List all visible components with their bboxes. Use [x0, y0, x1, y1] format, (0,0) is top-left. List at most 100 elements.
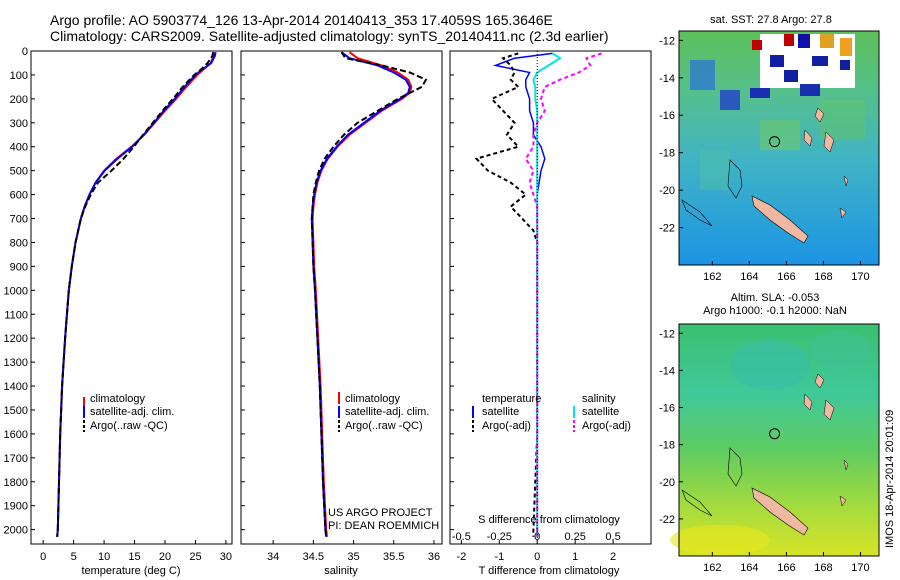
- lon-tick-label: 170: [851, 562, 869, 574]
- lat-tick-label: -12: [659, 328, 675, 340]
- s-difference-tick-label: 0.25: [564, 531, 585, 543]
- lat-tick-label: -16: [659, 403, 675, 415]
- legend-label-t-argo: Argo(-adj): [482, 420, 531, 432]
- legend-label-satellite: satellite-adj. clim.: [345, 406, 429, 418]
- depth-tick-label: 1500: [4, 405, 28, 417]
- legend-label-satellite: satellite-adj. clim.: [90, 406, 174, 418]
- series-line-argo: [310, 51, 428, 537]
- depth-tick-label: 800: [10, 237, 28, 249]
- temperature-legend: climatology satellite-adj. clim. Argo(..…: [83, 393, 174, 432]
- lon-tick-label: 166: [777, 271, 795, 283]
- sst-masked-cloud: [750, 34, 855, 98]
- x-tick-label: 5: [71, 551, 77, 563]
- lat-tick-label: -14: [659, 73, 675, 85]
- lon-tick-label: 164: [740, 271, 758, 283]
- temperature-xlabel: temperature (deg C): [81, 565, 180, 577]
- sla-map-title-line2: Argo h1000: -0.1 h2000: NaN: [703, 305, 847, 317]
- difference-legend: temperature satellite Argo(-adj) salinit…: [472, 393, 631, 432]
- salinity-axes-frame: [240, 50, 443, 545]
- depth-tick-label: 1000: [4, 285, 28, 297]
- depth-tick-label: 1100: [4, 309, 28, 321]
- sst-map: sat. SST: 27.8 Argo: 27.8: [659, 14, 880, 283]
- lat-tick-label: -12: [659, 35, 675, 47]
- s-difference-xlabel: S difference from climatology: [478, 514, 620, 526]
- pi-annotation: PI: DEAN ROEMMICH: [328, 520, 439, 532]
- imos-credit: IMOS 18-Apr-2014 20:01:09: [884, 410, 896, 548]
- lat-tick-label: -18: [659, 440, 675, 452]
- series-line-s-argo: [524, 52, 603, 537]
- depth-tick-label: 1700: [4, 453, 28, 465]
- series-line-argo: [56, 52, 215, 537]
- depth-tick-label: 600: [10, 190, 28, 202]
- x-tick-label: 30: [220, 551, 232, 563]
- depth-tick-label: 1300: [4, 357, 28, 369]
- legend-heading-salinity: salinity: [582, 393, 616, 405]
- figure-title-line1: Argo profile: AO 5903774_126 13-Apr-2014…: [50, 12, 553, 28]
- sla-map-frame: [678, 323, 880, 557]
- depth-tick-label: 0: [22, 46, 28, 58]
- lat-tick-label: -16: [659, 110, 675, 122]
- depth-tick-label: 1400: [4, 381, 28, 393]
- x-tick-label: 2: [610, 551, 616, 563]
- sla-map: Altim. SLA: -0.053 Argo h1000: -0.1 h200…: [659, 292, 880, 574]
- legend-label-climatology: climatology: [345, 393, 401, 405]
- x-tick-label: 1: [572, 551, 578, 563]
- sst-map-title: sat. SST: 27.8 Argo: 27.8: [710, 14, 832, 26]
- depth-tick-label: 400: [10, 142, 28, 154]
- lat-tick-label: -22: [659, 514, 675, 526]
- figure-title-line2: Climatology: CARS2009. Satellite-adjuste…: [50, 28, 609, 44]
- x-tick-label: 35: [347, 551, 359, 563]
- x-tick-label: 35.5: [383, 551, 404, 563]
- series-line-t-satellite: [492, 52, 553, 537]
- depth-tick-label: 700: [10, 214, 28, 226]
- lat-tick-label: -14: [659, 365, 675, 377]
- depth-tick-label: 500: [10, 166, 28, 178]
- x-tick-label: -2: [456, 551, 466, 563]
- depth-tick-label: 300: [10, 118, 28, 130]
- depth-tick-label: 1800: [4, 477, 28, 489]
- s-difference-tick-label: 0.5: [605, 531, 620, 543]
- x-tick-label: 15: [128, 551, 140, 563]
- project-annotation: US ARGO PROJECT: [328, 507, 433, 519]
- lon-tick-label: 162: [703, 562, 721, 574]
- salinity-legend: climatology satellite-adj. clim. Argo(..…: [338, 392, 429, 432]
- depth-tick-label: 100: [10, 70, 28, 82]
- sst-field-noise: [690, 60, 865, 190]
- x-tick-label: 20: [159, 551, 171, 563]
- series-line-satellite: [310, 51, 411, 537]
- float-position-marker: [769, 136, 781, 148]
- x-tick-label: 25: [189, 551, 201, 563]
- legend-label-t-satellite: satellite: [482, 406, 519, 418]
- legend-label-s-argo: Argo(-adj): [582, 420, 631, 432]
- series-line-climatology: [56, 52, 215, 537]
- x-tick-label: 10: [98, 551, 110, 563]
- lat-tick-label: -18: [659, 148, 675, 160]
- x-tick-label: -1: [494, 551, 504, 563]
- legend-label-s-satellite: satellite: [582, 406, 619, 418]
- lon-tick-label: 170: [851, 271, 869, 283]
- x-tick-label: 34.5: [303, 551, 324, 563]
- lon-tick-label: 162: [703, 271, 721, 283]
- legend-label-argo: Argo(..raw -QC): [345, 420, 423, 432]
- x-tick-label: 34: [267, 551, 279, 563]
- t-difference-xlabel: T difference from climatology: [479, 565, 620, 577]
- x-tick-label: 0: [40, 551, 46, 563]
- float-position-marker: [769, 428, 781, 440]
- sst-coastline: [681, 107, 849, 244]
- lat-tick-label: -20: [659, 185, 675, 197]
- difference-axes-frame: [449, 50, 652, 545]
- depth-tick-label: 1200: [4, 333, 28, 345]
- series-line-t-argo: [474, 52, 539, 537]
- lon-tick-label: 166: [777, 562, 795, 574]
- sla-coastline: [681, 373, 849, 536]
- series-line-satellite: [56, 52, 217, 537]
- sst-map-frame: [678, 30, 880, 266]
- depth-tick-label: 1600: [4, 429, 28, 441]
- temperature-panel: 0100200300400500600700800900100011001200…: [4, 46, 454, 577]
- salinity-xlabel: salinity: [324, 565, 358, 577]
- legend-label-climatology: climatology: [90, 393, 146, 405]
- lat-tick-label: -20: [659, 477, 675, 489]
- x-tick-label: 0: [534, 551, 540, 563]
- s-difference-tick-label: -0.5: [452, 531, 471, 543]
